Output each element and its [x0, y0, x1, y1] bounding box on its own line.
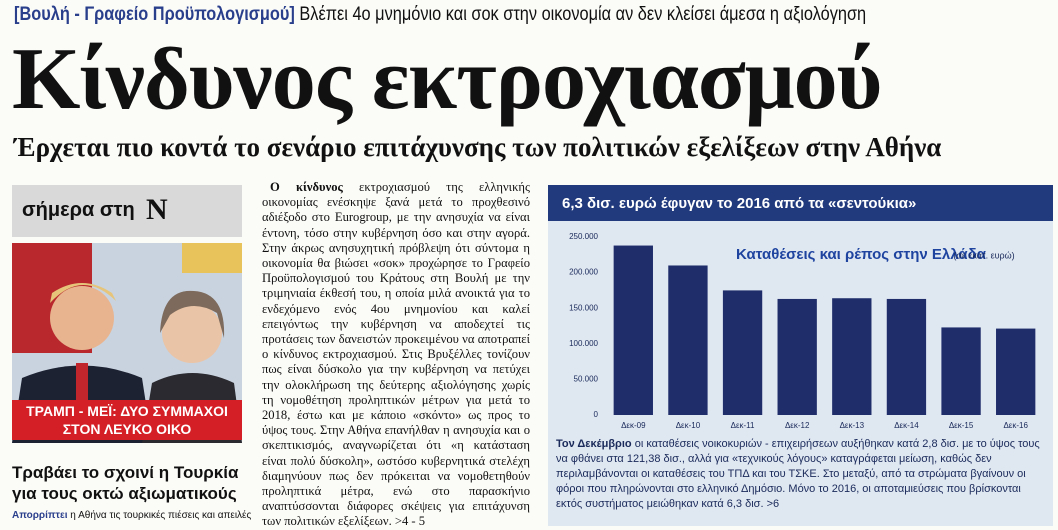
sidebar: σήμερα στη N ΤΡΑΜΠ - ΜΕΪ: ΔΥΟ ΣΥΜΜΑΧΟΙ Σ…: [12, 185, 251, 526]
y-tick-label: 150.000: [569, 303, 598, 312]
bar: [777, 298, 817, 415]
chart-caption-lead: Τον Δεκέμβριο: [556, 438, 632, 450]
x-tick-label: Δεκ-15: [949, 421, 974, 430]
article-lead: Ο κίνδυνος: [270, 180, 343, 194]
bar: [722, 290, 763, 415]
y-tick-label: 50.000: [574, 375, 599, 384]
bar: [613, 245, 653, 415]
bar: [941, 327, 981, 415]
photo-face: [50, 286, 114, 350]
sidebar-lead-bold: Απορρίπτει: [12, 510, 68, 521]
y-tick-label: 250.000: [569, 232, 598, 241]
y-tick-label: 200.000: [569, 268, 598, 277]
photo-face: [162, 303, 222, 363]
article-text: εκτροχιασμού της ελληνικής οικονομίας εν…: [262, 180, 530, 529]
x-tick-label: Δεκ-13: [840, 421, 865, 430]
sidebar-logo: N: [146, 193, 168, 226]
chart-subtitle: (σε εκατ. ευρώ): [953, 250, 1014, 260]
chart-header-title: 6,3 δισ. ευρώ έφυγαν το 2016 από τα «σεν…: [562, 195, 916, 212]
x-tick-label: Δεκ-10: [676, 421, 701, 430]
y-tick-label: 0: [594, 410, 599, 419]
photo-detail: [182, 243, 242, 273]
x-tick-label: Δεκ-16: [1003, 421, 1028, 430]
chart-caption-text: οι καταθέσεις νοικοκυριών - επιχειρήσεων…: [556, 438, 1040, 510]
kicker: [Βουλή - Γραφείο Προϋπολογισμού]: [14, 4, 295, 25]
chart: 6,3 δισ. ευρώ έφυγαν το 2016 από τα «σεν…: [548, 185, 1053, 526]
photo-hair: [160, 290, 225, 338]
photo: [12, 243, 242, 443]
bar: [668, 265, 708, 415]
photo-caption: ΤΡΑΜΠ - ΜΕΪ: ΔΥΟ ΣΥΜΜΑΧΟΙ ΣΤΟΝ ΛΕΥΚΟ ΟΙΚ…: [12, 400, 242, 440]
y-tick-label: 100.000: [569, 339, 598, 348]
x-tick-label: Δεκ-14: [894, 421, 919, 430]
chart-title: Καταθέσεις και ρέπος στην Ελλάδα: [736, 246, 987, 263]
photo-hair: [50, 283, 116, 303]
sidebar-lead-text: η Αθήνα τις τουρκικές πιέσεις και απειλέ…: [70, 510, 252, 521]
strapline-row: [Βουλή - Γραφείο Προϋπολογισμού] Βλέπει …: [14, 4, 866, 26]
chart-header: [548, 185, 1053, 221]
bar: [886, 298, 927, 415]
bar: [832, 298, 872, 415]
sidebar-band: [12, 185, 242, 237]
sidebar-lead: Απορρίπτει η Αθήνα τις τουρκικές πιέσεις…: [12, 510, 251, 521]
x-tick-label: Δεκ-12: [785, 421, 810, 430]
strapline: Βλέπει 4ο μνημόνιο και σοκ στην οικονομί…: [299, 4, 867, 25]
subheadline: Έρχεται πιο κοντά το σενάριο επιτάχυνσης…: [14, 132, 942, 162]
chart-caption: Τον Δεκέμβριο οι καταθέσεις νοικοκυριών …: [556, 437, 1044, 512]
headline: Κίνδυνος εκτροχιασμού: [12, 31, 882, 128]
sidebar-headline: Τραβάει το σχοινί η Τουρκία για τους οκτ…: [12, 463, 239, 503]
sidebar-label: σήμερα στη: [22, 199, 135, 221]
bar: [996, 328, 1036, 415]
x-tick-label: Δεκ-11: [731, 421, 755, 430]
x-tick-label: Δεκ-09: [621, 421, 646, 430]
article: Ο κίνδυνος εκτροχιασμού της ελληνικής οι…: [262, 180, 530, 530]
